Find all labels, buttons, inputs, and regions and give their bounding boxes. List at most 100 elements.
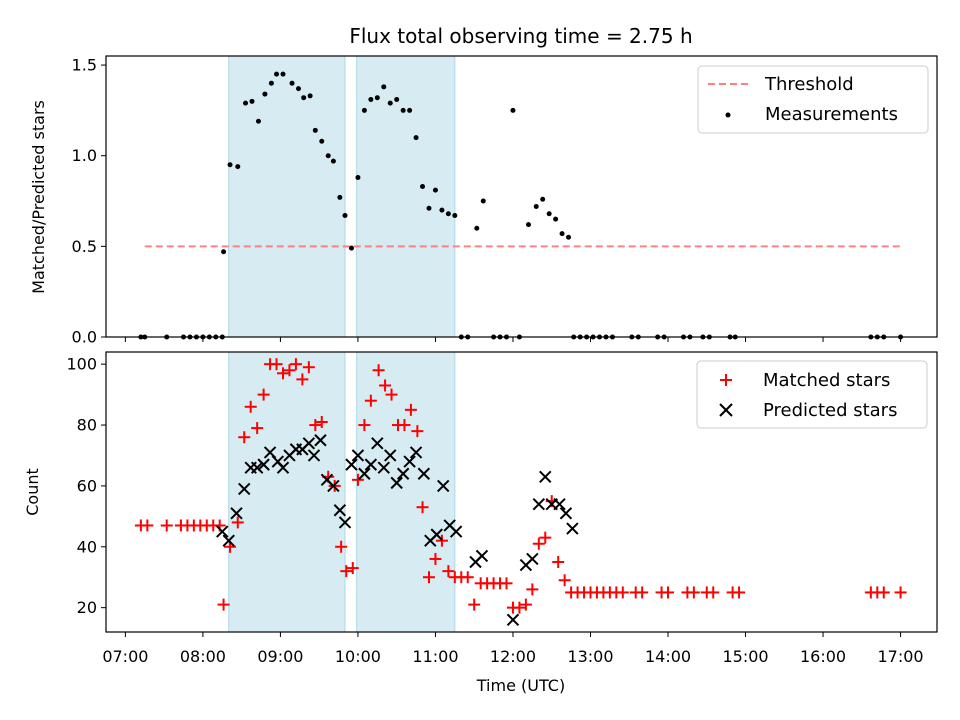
predicted-point xyxy=(377,461,390,474)
matched-point xyxy=(351,473,364,486)
predicted-point xyxy=(566,522,579,535)
measurement-point xyxy=(413,135,419,141)
matched-point xyxy=(500,577,513,590)
bottom-y-ticks: 20 40 60 80 100 xyxy=(66,355,106,617)
matched-point xyxy=(302,361,315,374)
bottom-y-axis-label: Count xyxy=(23,468,42,516)
measurement-point xyxy=(474,225,480,231)
matched-point xyxy=(429,552,442,565)
predicted-point xyxy=(307,449,321,462)
matched-point xyxy=(283,364,296,377)
bottom-x-ticks: 07:00 08:00 09:00 10:00 11:00 12:00 13:00 14:00… xyxy=(102,632,924,666)
x-tick-label: 09:00 xyxy=(257,647,303,666)
bottom-y-tick-label: 60 xyxy=(77,476,97,495)
matched-point xyxy=(636,586,649,599)
measurement-point xyxy=(387,100,393,106)
matched-point xyxy=(257,388,270,401)
measurement-point xyxy=(445,211,451,217)
top-y-tick-label: 0.5 xyxy=(72,237,97,256)
matched-point xyxy=(289,358,302,371)
predicted-point xyxy=(327,479,340,493)
predicted-point xyxy=(276,461,290,474)
predicted-point xyxy=(345,458,358,471)
predicted-point xyxy=(371,437,384,450)
predicted-point xyxy=(364,458,378,471)
measurement-point xyxy=(407,107,413,113)
measurement-point xyxy=(280,71,286,77)
matched-point xyxy=(244,400,257,413)
measurement-point xyxy=(262,91,268,97)
legend-matched-label: Matched stars xyxy=(763,370,890,391)
matched-point xyxy=(894,586,907,599)
top-axes-frame xyxy=(105,55,938,338)
matched-point xyxy=(160,519,173,532)
measurement-point xyxy=(480,198,486,204)
predicted-point xyxy=(216,525,229,538)
predicted-point xyxy=(333,504,347,517)
x-tick-label: 16:00 xyxy=(800,647,846,666)
measurement-point xyxy=(566,234,572,240)
legend-predicted-label: Predicted stars xyxy=(763,400,897,421)
x-tick-label: 15:00 xyxy=(722,647,768,666)
predicted-point xyxy=(506,613,520,627)
bottom-legend-box xyxy=(696,360,928,429)
bottom-y-tick-label: 100 xyxy=(66,355,97,374)
x-tick-label: 11:00 xyxy=(412,647,458,666)
measurement-point xyxy=(420,184,426,190)
measurement-point xyxy=(546,211,552,217)
measurement-point xyxy=(348,245,354,251)
predicted-point xyxy=(559,507,573,520)
measurement-point xyxy=(330,158,336,164)
measurement-point xyxy=(400,107,406,113)
matched-point xyxy=(346,562,359,575)
predicted-point xyxy=(409,446,423,459)
measurement-point xyxy=(439,207,445,213)
top-y-tick-label: 1.5 xyxy=(72,56,97,75)
predicted-point xyxy=(358,467,371,480)
measurement-point xyxy=(301,95,307,101)
x-tick-label: 14:00 xyxy=(645,647,691,666)
measurement-point xyxy=(533,203,539,209)
matched-point xyxy=(552,556,565,568)
measurement-point xyxy=(249,98,255,104)
matched-point xyxy=(335,540,348,553)
measurement-point xyxy=(296,86,302,92)
matched-point xyxy=(707,586,720,599)
legend-matched-swatch xyxy=(720,374,732,386)
predicted-point xyxy=(417,467,431,480)
measurement-point xyxy=(374,95,380,101)
matched-point xyxy=(435,534,448,547)
top-shaded-intervals xyxy=(228,55,456,338)
measurement-point xyxy=(394,97,400,103)
predicted-point xyxy=(430,528,443,541)
measurement-point xyxy=(381,84,387,90)
matched-point xyxy=(519,598,532,611)
x-tick-label: 07:00 xyxy=(102,647,148,666)
measurement-point xyxy=(540,196,546,202)
matched-point xyxy=(411,425,424,438)
chart-title: Flux total observing time = 2.75 h xyxy=(349,24,692,48)
matched-point xyxy=(539,531,552,544)
measurement-point xyxy=(289,80,295,86)
predicted-point xyxy=(230,507,243,520)
predicted-point xyxy=(475,549,489,563)
measurement-point xyxy=(426,205,432,211)
matched-point xyxy=(251,422,264,435)
bottom-axes-frame xyxy=(105,351,938,633)
predicted-point xyxy=(302,437,316,450)
x-tick-label: 12:00 xyxy=(490,647,536,666)
measurement-point xyxy=(235,164,241,170)
measurement-point xyxy=(319,138,325,144)
top-y-axis-label: Matched/Predicted stars xyxy=(29,100,48,294)
measurement-point xyxy=(337,194,343,200)
top-x-ticks xyxy=(124,337,902,342)
predicted-point xyxy=(257,458,270,471)
matched-point xyxy=(398,419,411,432)
measurement-point xyxy=(255,118,261,124)
matched-point xyxy=(616,586,629,599)
predicted-point xyxy=(314,434,327,447)
top-legend: Threshold Measurements xyxy=(697,65,929,134)
matched-point xyxy=(526,583,539,596)
measurement-point xyxy=(221,249,227,255)
matched-point xyxy=(296,373,309,386)
